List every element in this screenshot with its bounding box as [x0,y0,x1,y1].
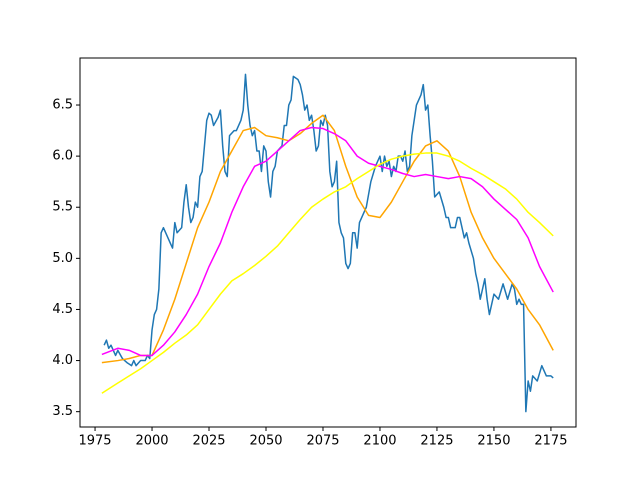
x-tick-label: 2125 [420,434,453,449]
x-tick-label: 2050 [249,434,282,449]
y-tick-label: 5.5 [52,200,73,215]
x-tick-label: 2175 [534,434,567,449]
y-tick-label: 6.5 [52,98,73,113]
x-tick-label: 2100 [363,434,396,449]
y-tick-label: 6.0 [52,149,73,164]
line [101,114,554,364]
x-tick-label: 1975 [78,434,111,449]
x-tick-label: 2000 [135,434,168,449]
x-tick-label: 2075 [306,434,339,449]
x-tick-label: 2150 [477,434,510,449]
y-tick-label: 5.0 [52,251,73,266]
x-tick-label: 2025 [192,434,225,449]
line [101,126,554,357]
plot-frame [79,57,577,428]
y-tick-label: 3.5 [52,404,73,419]
line [103,73,554,413]
y-tick-label: 4.5 [52,302,73,317]
y-tick-label: 4.0 [52,353,73,368]
line [101,152,554,394]
